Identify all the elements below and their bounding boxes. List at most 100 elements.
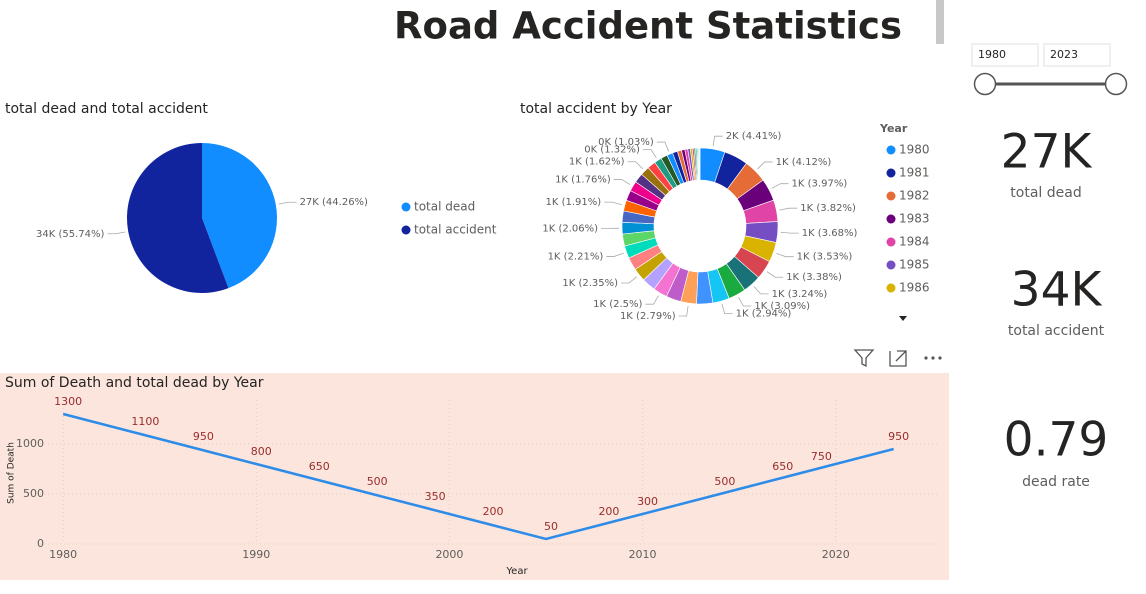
y-tick-label: 500 [23,487,44,500]
legend-title: Year [879,122,908,135]
card-value: 0.79 [1004,413,1109,468]
leader-line [757,161,773,170]
legend-marker [886,145,896,155]
leader-line [278,201,297,205]
leader-line [721,303,733,314]
y-axis-label: Sum of Death [7,442,17,504]
card-label: total accident [1008,323,1105,339]
data-label: 500 [367,475,388,488]
legend-marker [886,260,896,270]
leader-line [753,286,769,295]
data-label: 200 [483,505,504,518]
leader-line [779,207,798,211]
dot [924,356,928,360]
leader-line [107,231,126,235]
slice [127,143,229,293]
data-label: 950 [193,430,214,443]
data-label: 1K (3.97%) [792,179,848,190]
data-label: 27K (44.26%) [300,197,368,208]
card-label: dead rate [1022,474,1090,490]
slice [699,147,701,181]
data-label: 1K (3.53%) [797,252,853,263]
visual-header-icons [853,349,907,368]
leader-line [656,141,670,152]
data-label: 200 [598,505,619,518]
chart-title: Sum of Death and total dead by Year [5,375,264,391]
x-tick-label: 1990 [242,548,270,561]
legend-label: 1985 [899,258,930,272]
scrollbar[interactable] [936,0,944,44]
data-label: 1K (1.76%) [555,175,611,186]
legend-marker [401,202,411,212]
legend-label: total dead [414,200,475,214]
line [62,412,894,541]
leader-line [712,135,723,147]
legend-marker [886,283,896,293]
data-label: 300 [637,495,658,508]
legend-label: 1982 [899,189,930,203]
data-label: 1K (2.94%) [736,309,792,320]
leader-line [776,252,794,258]
dot [938,356,942,360]
chart-title: total accident by Year [520,101,672,117]
legend-label: 1983 [899,212,930,226]
data-label: 1K (3.82%) [800,203,856,214]
data-label: 1K (2.06%) [542,223,598,234]
leader-line [780,231,799,234]
data-label: 1100 [131,415,159,428]
data-label: 2K (4.41%) [726,131,782,142]
data-label: 1K (1.91%) [546,197,602,208]
legend-label: 1981 [899,166,930,180]
line-chart-background [0,373,949,580]
x-tick-label: 2020 [822,548,850,561]
legend-scroll-arrow [899,316,907,321]
more-icon[interactable] [924,356,942,360]
slicer-start: 1980 [978,48,1006,61]
x-tick-label: 2000 [435,548,463,561]
data-label: 0K (1.03%) [598,137,654,148]
data-label: 1K (3.09%) [754,301,810,312]
chart-title: total dead and total accident [5,101,208,117]
data-label: 0K (1.32%) [584,144,640,155]
data-label: 1300 [54,395,82,408]
legend-marker [886,214,896,224]
data-label: 1K (3.68%) [802,228,858,239]
leader-line [621,276,638,284]
legend-label: 1984 [899,235,930,249]
legend-label: 1980 [899,143,930,157]
leader-line [642,148,657,159]
leader-line [613,179,631,186]
data-label: 650 [309,460,330,473]
data-label: 1K (2.35%) [562,278,618,289]
data-label: 1K (2.5%) [593,299,642,310]
data-label: 50 [544,520,558,533]
filter-icon[interactable] [853,349,875,368]
y-tick-label: 1000 [16,437,44,450]
data-label: 1K (2.79%) [620,311,676,322]
data-label: 1K (2.21%) [548,251,604,262]
data-label: 750 [811,450,832,463]
leader-line [604,201,622,206]
legend-label: total accident [414,223,497,237]
x-axis-label: Year [505,566,528,577]
leader-line [606,252,624,257]
data-label: 34K (55.74%) [36,229,104,240]
card-value: 34K [1011,263,1103,318]
focus-icon[interactable] [889,350,907,367]
slicer-handle[interactable] [973,72,997,96]
slicer-start-box[interactable] [971,43,1039,67]
data-label: 1K (3.38%) [786,272,842,283]
leader-line [771,183,789,189]
legend-marker [401,225,411,235]
slicer-handle[interactable] [1104,72,1128,96]
leader-line [678,306,689,317]
data-label: 1K (3.24%) [772,289,828,300]
data-label: 500 [714,475,735,488]
slicer-end-box[interactable] [1043,43,1111,67]
slicer-end: 2023 [1050,48,1078,61]
data-label: 350 [425,490,446,503]
leader-line [738,297,752,307]
x-tick-label: 1980 [49,548,77,561]
slice [202,143,277,289]
data-label: 1K (1.62%) [569,157,625,168]
